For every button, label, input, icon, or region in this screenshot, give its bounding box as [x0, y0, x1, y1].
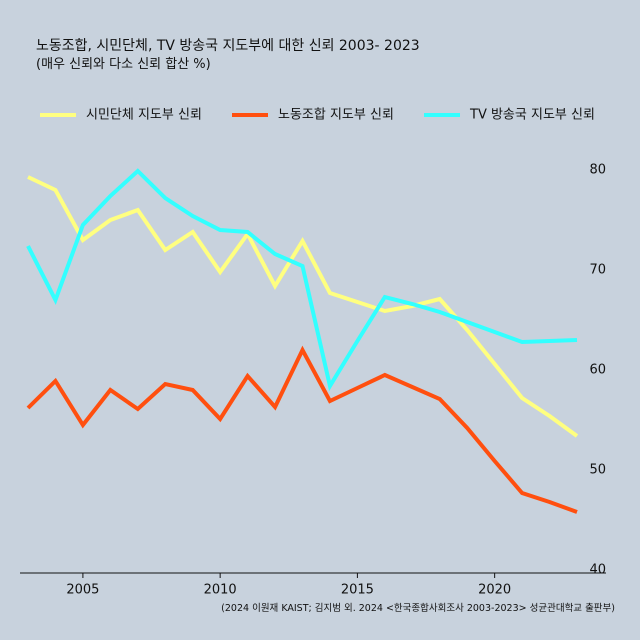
x-tick-label: 2015 [341, 583, 374, 598]
y-tick-label: 40 [589, 563, 606, 578]
legend-label: TV 방송국 지도부 신뢰 [469, 108, 595, 123]
x-tick-label: 2010 [204, 583, 237, 598]
legend-label: 노동조합 지도부 신뢰 [278, 108, 394, 123]
y-tick-label: 60 [589, 363, 606, 378]
y-tick-label: 80 [589, 163, 606, 178]
y-tick-label: 70 [589, 263, 606, 278]
series-line [27, 175, 579, 438]
chart-title: 노동조합, 시민단체, TV 방송국 지도부에 대한 신뢰 2003- 2023 [36, 38, 420, 54]
series-line [26, 168, 578, 392]
legend-label: 시민단체 지도부 신뢰 [86, 108, 202, 123]
y-tick-label: 50 [589, 463, 606, 478]
chart-subtitle: (매우 신뢰와 다소 신뢰 합산 %) [36, 57, 211, 72]
x-tick-label: 2005 [66, 583, 99, 598]
x-tick-label: 2020 [478, 583, 511, 598]
series-line [26, 345, 578, 514]
source-note: (2024 이원재 KAIST; 김지범 외. 2024 <한국종합사회조사 2… [221, 602, 615, 614]
